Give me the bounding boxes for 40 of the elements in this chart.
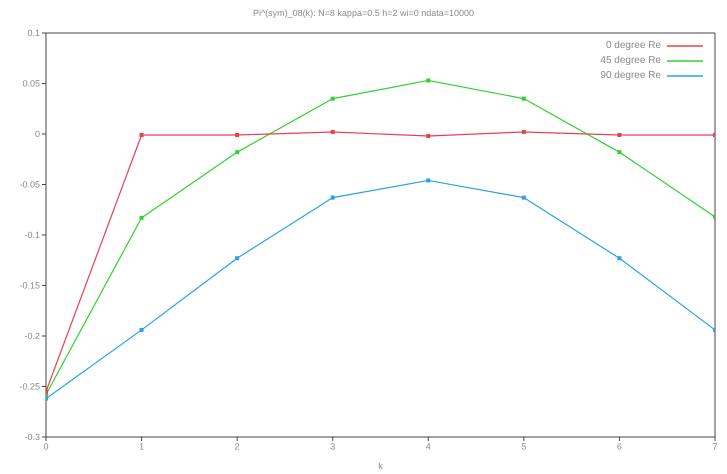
y-tick-label: -0.1 (24, 230, 40, 240)
x-axis-title: k (378, 461, 384, 471)
point (330, 130, 335, 134)
legend-label: 90 degree Re (600, 70, 661, 81)
point (330, 96, 335, 101)
point (426, 134, 430, 138)
x-tick-label: 4 (426, 441, 431, 452)
y-tick-label: -0.3 (24, 432, 40, 442)
point (522, 96, 526, 101)
x-tick-label: 2 (234, 441, 240, 452)
x-tick-label: 0 (43, 441, 49, 452)
y-tick-label: -0.15 (19, 280, 40, 291)
y-tick-label: -0.2 (24, 331, 40, 342)
point (235, 150, 240, 154)
point (426, 78, 430, 82)
point (617, 150, 622, 154)
y-tick-label: -0.25 (19, 382, 40, 392)
point (140, 216, 144, 220)
x-tick-label: 6 (616, 441, 622, 452)
y-tick-label: -0.05 (19, 180, 40, 190)
point (617, 133, 622, 138)
point (235, 256, 240, 260)
point (140, 328, 144, 332)
x-tick-label: 3 (330, 441, 336, 452)
point (522, 196, 526, 200)
x-tick-label: 5 (521, 441, 526, 452)
point (140, 133, 144, 138)
x-tick-label: 1 (139, 441, 144, 452)
chart-title: Pi^(sym)_08(k): N=8 kappa=0.5 h=2 wi=0 ndata=10000 (252, 8, 476, 20)
y-tick-label: 0 (34, 129, 40, 140)
y-tick-label: 0.05 (22, 78, 40, 89)
point (426, 178, 430, 182)
y-tick-label: 0.1 (27, 28, 40, 38)
legend-label: 0 degree Re (606, 40, 661, 51)
legend-label: 45 degree Re (600, 55, 661, 66)
point (617, 256, 622, 260)
x-tick-label: 7 (712, 441, 718, 452)
point (235, 133, 240, 138)
point (330, 196, 335, 200)
point (522, 130, 526, 134)
